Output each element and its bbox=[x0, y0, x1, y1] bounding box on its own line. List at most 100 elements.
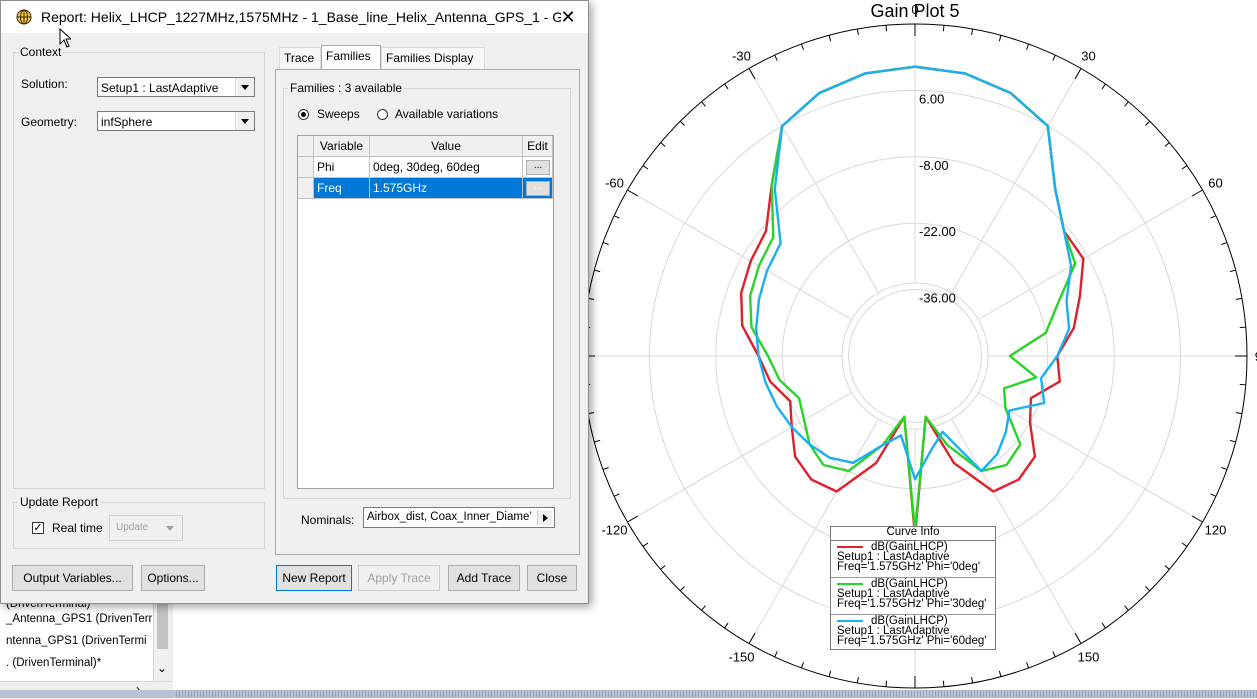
tab-trace[interactable]: Trace bbox=[279, 47, 321, 69]
table-cell-edit: ... bbox=[523, 178, 553, 199]
angle-tick bbox=[627, 515, 639, 523]
angle-tick bbox=[942, 25, 945, 32]
scroll-right-icon[interactable]: › bbox=[136, 682, 140, 696]
angle-tick bbox=[660, 565, 666, 570]
update-button[interactable]: Update bbox=[109, 515, 183, 541]
column-header-variable[interactable]: Variable bbox=[314, 136, 370, 157]
grid-spoke bbox=[748, 68, 879, 293]
report-globe-icon bbox=[16, 9, 32, 25]
mouse-pointer-icon bbox=[59, 28, 71, 48]
angle-tick bbox=[971, 676, 974, 684]
angle-tick bbox=[602, 467, 609, 471]
row-header[interactable] bbox=[298, 157, 314, 178]
report-dialog: Report: Helix_LHCP_1227MHz,1575MHz - 1_B… bbox=[0, 0, 589, 604]
angle-tick bbox=[1026, 662, 1030, 669]
angle-tick bbox=[1239, 326, 1246, 329]
update-report-legend: Update Report bbox=[20, 495, 99, 509]
chevron-down-icon[interactable] bbox=[235, 78, 254, 96]
nominals-field[interactable]: Airbox_dist, Coax_Inner_Diame’ bbox=[363, 507, 555, 528]
angle-tick-label: -120 bbox=[601, 523, 627, 538]
tree-item[interactable]: ntenna_GPS1 (DrivenTermi bbox=[6, 635, 147, 647]
angle-tick-label: 120 bbox=[1205, 523, 1227, 538]
angle-tick-label: -150 bbox=[728, 650, 754, 665]
angle-tick bbox=[613, 493, 620, 497]
angle-tick bbox=[1124, 101, 1129, 107]
angle-tick bbox=[1101, 83, 1106, 90]
row-header[interactable] bbox=[298, 178, 314, 199]
context-group: Context bbox=[13, 45, 265, 489]
grid-spoke bbox=[978, 189, 1203, 320]
legend-setup: Setup1 : LastAdaptive bbox=[837, 551, 950, 563]
angle-tick bbox=[701, 101, 706, 107]
scroll-down-icon[interactable]: ⌄ bbox=[157, 661, 168, 675]
new-report-button[interactable]: New Report bbox=[276, 565, 352, 591]
table-cell-variable[interactable]: Freq bbox=[314, 178, 370, 199]
legend-entry-phi-0[interactable]: dB(GainLHCP) Setup1 : LastAdaptive Freq=… bbox=[831, 540, 995, 578]
angle-tick bbox=[1221, 467, 1228, 471]
series-line-0 bbox=[740, 65, 1085, 538]
scrollbar-thumb[interactable] bbox=[157, 601, 168, 649]
angle-tick-label: 90 bbox=[1255, 349, 1257, 364]
available-variations-radio[interactable] bbox=[377, 109, 388, 120]
solution-select[interactable]: Setup1 : LastAdaptive bbox=[97, 77, 255, 97]
table-cell-edit: ... bbox=[523, 157, 553, 178]
available-variations-label: Available variations bbox=[395, 107, 499, 121]
angle-tick bbox=[1191, 189, 1203, 197]
legend-setup: Setup1 : LastAdaptive bbox=[837, 625, 950, 637]
angle-tick bbox=[1239, 383, 1246, 386]
geometry-select[interactable]: infSphere bbox=[97, 111, 255, 131]
options-button[interactable]: Options... bbox=[141, 565, 205, 591]
angle-tick bbox=[748, 632, 756, 644]
curve-info-legend[interactable]: Curve Info dB(GainLHCP) Setup1 : LastAda… bbox=[830, 526, 996, 650]
sweeps-radio[interactable] bbox=[298, 109, 309, 120]
chevron-down-icon[interactable] bbox=[235, 112, 254, 130]
angle-tick bbox=[1145, 586, 1151, 592]
column-header-value[interactable]: Value bbox=[370, 136, 523, 157]
dialog-title: Report: Helix_LHCP_1227MHz,1575MHz - 1_B… bbox=[41, 9, 561, 25]
angle-tick bbox=[642, 165, 649, 170]
output-variables-button[interactable]: Output Variables... bbox=[12, 565, 133, 591]
update-report-group: Update Report bbox=[13, 495, 265, 549]
angle-tick bbox=[587, 412, 595, 415]
chevron-right-icon[interactable] bbox=[537, 510, 552, 525]
angle-tick bbox=[587, 297, 595, 300]
column-header-edit[interactable]: Edit bbox=[523, 136, 553, 157]
grid-spoke bbox=[748, 419, 879, 644]
table-cell-variable[interactable]: Phi bbox=[314, 157, 370, 178]
legend-params: Freq='1.575GHz' Phi='60deg' bbox=[837, 635, 987, 647]
legend-entry-phi-60[interactable]: dB(GainLHCP) Setup1 : LastAdaptive Freq=… bbox=[831, 614, 995, 651]
status-bar bbox=[0, 690, 1257, 698]
edit-freq-button[interactable]: ... bbox=[526, 181, 550, 196]
realtime-label: Real time bbox=[52, 521, 103, 535]
angle-tick bbox=[998, 670, 1002, 677]
close-icon[interactable]: ✕ bbox=[560, 7, 576, 27]
tree-item[interactable]: . (DrivenTerminal)* bbox=[6, 657, 102, 669]
tab-families[interactable]: Families bbox=[321, 45, 381, 70]
tree-item[interactable]: _Antenna_GPS1 (DrivenTerr bbox=[6, 613, 153, 625]
angle-tick-label: 30 bbox=[1081, 48, 1095, 63]
angle-tick bbox=[885, 25, 888, 32]
grid-spoke bbox=[951, 68, 1082, 293]
table-cell-value[interactable]: 0deg, 30deg, 60deg bbox=[370, 157, 523, 178]
grid-ring bbox=[841, 282, 989, 430]
legend-entry-phi-30[interactable]: dB(GainLHCP) Setup1 : LastAdaptive Freq=… bbox=[831, 577, 995, 615]
legend-params: Freq='1.575GHz' Phi='0deg' bbox=[837, 561, 981, 573]
close-button[interactable]: Close bbox=[527, 565, 577, 591]
apply-trace-button[interactable]: Apply Trace bbox=[358, 565, 440, 591]
legend-setup: Setup1 : LastAdaptive bbox=[837, 588, 950, 600]
tab-families-display[interactable]: Families Display bbox=[381, 47, 485, 69]
angle-tick bbox=[998, 35, 1002, 42]
radial-tick-label: -22.00 bbox=[919, 224, 956, 239]
angle-tick bbox=[971, 28, 974, 36]
add-trace-button[interactable]: Add Trace bbox=[448, 565, 520, 591]
angle-tick bbox=[1229, 439, 1236, 443]
dialog-titlebar[interactable]: Report: Helix_LHCP_1227MHz,1575MHz - 1_B… bbox=[1, 1, 588, 33]
grid-spoke bbox=[951, 419, 1082, 644]
legend-params: Freq='1.575GHz' Phi='30deg' bbox=[837, 598, 987, 610]
chart-title: Gain Plot 5 bbox=[870, 1, 959, 21]
table-cell-value[interactable]: 1.575GHz bbox=[370, 178, 523, 199]
sweep-variables-table: Variable Value Edit Phi 0deg, 30deg, 60d… bbox=[297, 135, 554, 489]
edit-phi-button[interactable]: ... bbox=[526, 160, 550, 175]
project-tree-fragment: (DrivenTerminal) _Antenna_GPS1 (DrivenTe… bbox=[0, 598, 173, 699]
realtime-checkbox[interactable]: ✓ bbox=[32, 522, 44, 534]
